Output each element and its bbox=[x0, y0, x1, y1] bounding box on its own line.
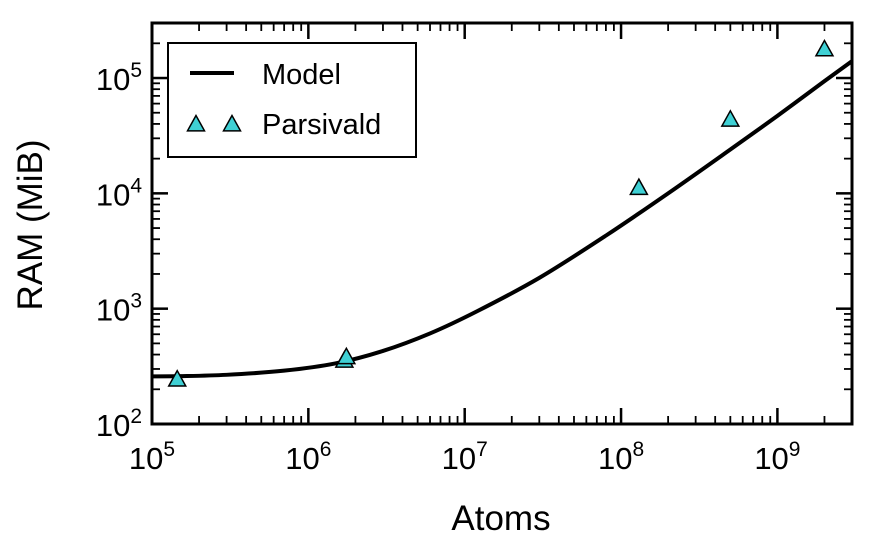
y-tick-label-exponent: 5 bbox=[130, 59, 142, 82]
y-tick-label-base: 10 bbox=[96, 177, 130, 212]
parsivald-point bbox=[336, 346, 357, 365]
parsivald-point bbox=[629, 177, 649, 196]
parsivald-point bbox=[167, 369, 188, 387]
plot-series bbox=[151, 38, 854, 387]
x-tick-labels: 105 106 107 108 109 bbox=[129, 438, 801, 476]
legend: Model Parsivald bbox=[167, 42, 417, 158]
plot-frame bbox=[150, 21, 854, 426]
parsivald-point bbox=[814, 38, 835, 57]
x-tick-label-exponent: 8 bbox=[632, 438, 644, 461]
x-tick-label: 107 bbox=[442, 438, 488, 476]
x-tick-label-base: 10 bbox=[598, 441, 632, 476]
y-tick-label: 105 bbox=[96, 59, 142, 97]
y-tick-label-base: 10 bbox=[96, 62, 130, 97]
x-tick-label: 105 bbox=[129, 438, 175, 476]
x-tick-label: 106 bbox=[285, 438, 331, 476]
legend-marker-parsivald bbox=[222, 113, 242, 132]
y-axis-label: RAM (MiB) bbox=[11, 139, 50, 310]
legend-label-model: Model bbox=[262, 59, 341, 91]
x-tick-label-exponent: 9 bbox=[789, 438, 801, 461]
x-axis-label: Atoms bbox=[451, 499, 550, 538]
y-tick-label-exponent: 3 bbox=[130, 290, 142, 313]
model-line bbox=[151, 59, 854, 379]
x-tick-label-exponent: 7 bbox=[476, 438, 488, 461]
x-tick-label: 109 bbox=[754, 438, 800, 476]
y-tick-label: 102 bbox=[96, 405, 142, 443]
y-tick-label-exponent: 4 bbox=[130, 174, 142, 197]
y-tick-label: 104 bbox=[96, 174, 142, 212]
y-tick-label-base: 10 bbox=[96, 408, 130, 443]
legend-label-parsivald: Parsivald bbox=[262, 109, 381, 141]
x-tick-label-exponent: 6 bbox=[320, 438, 332, 461]
y-tick-label-base: 10 bbox=[96, 293, 130, 328]
y-tick-label-exponent: 2 bbox=[130, 405, 142, 428]
x-tick-label-exponent: 5 bbox=[163, 438, 175, 461]
legend-marker-parsivald bbox=[186, 113, 206, 132]
y-tick-label: 103 bbox=[96, 290, 142, 328]
x-tick-label-base: 10 bbox=[442, 441, 476, 476]
parsivald-point bbox=[720, 109, 741, 127]
x-tick-label: 108 bbox=[598, 438, 644, 476]
x-tick-label-base: 10 bbox=[129, 441, 163, 476]
x-tick-label-base: 10 bbox=[285, 441, 319, 476]
x-tick-label-base: 10 bbox=[754, 441, 788, 476]
legend-box bbox=[167, 42, 417, 158]
